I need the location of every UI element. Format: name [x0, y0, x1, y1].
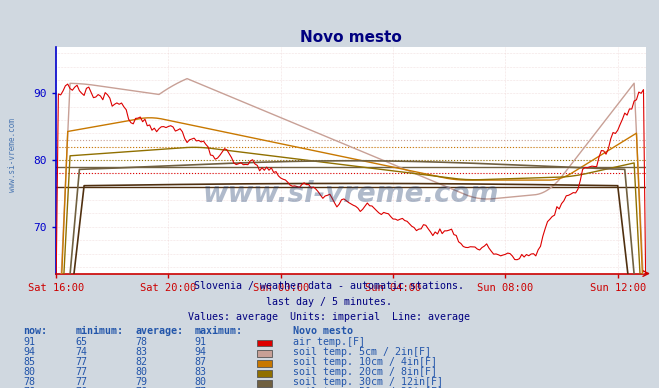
Text: maximum:: maximum: — [194, 326, 243, 336]
Text: 76: 76 — [135, 387, 147, 388]
Text: 80: 80 — [135, 367, 147, 377]
Text: 80: 80 — [23, 367, 35, 377]
Text: 83: 83 — [135, 346, 147, 357]
Text: soil temp. 50cm / 20in[F]: soil temp. 50cm / 20in[F] — [293, 387, 444, 388]
Text: 85: 85 — [23, 357, 35, 367]
Text: 83: 83 — [194, 367, 206, 377]
Text: 78: 78 — [135, 336, 147, 346]
Text: www.si-vreme.com: www.si-vreme.com — [8, 118, 17, 192]
Text: 94: 94 — [23, 346, 35, 357]
Text: 74: 74 — [76, 346, 88, 357]
Text: Novo mesto: Novo mesto — [293, 326, 353, 336]
Text: 91: 91 — [23, 336, 35, 346]
Text: minimum:: minimum: — [76, 326, 124, 336]
Title: Novo mesto: Novo mesto — [300, 30, 402, 45]
Text: 77: 77 — [76, 357, 88, 367]
Text: 76: 76 — [23, 387, 35, 388]
Text: 78: 78 — [23, 377, 35, 387]
Text: soil temp. 5cm / 2in[F]: soil temp. 5cm / 2in[F] — [293, 346, 431, 357]
Text: soil temp. 10cm / 4in[F]: soil temp. 10cm / 4in[F] — [293, 357, 438, 367]
Text: 77: 77 — [194, 387, 206, 388]
Text: 87: 87 — [194, 357, 206, 367]
Text: 94: 94 — [194, 346, 206, 357]
Text: Values: average  Units: imperial  Line: average: Values: average Units: imperial Line: av… — [188, 312, 471, 322]
Text: 77: 77 — [76, 377, 88, 387]
Text: 65: 65 — [76, 336, 88, 346]
Text: last day / 5 minutes.: last day / 5 minutes. — [266, 296, 393, 307]
Text: www.si-vreme.com: www.si-vreme.com — [203, 180, 499, 208]
Text: Slovenia / weather data - automatic stations.: Slovenia / weather data - automatic stat… — [194, 281, 465, 291]
Text: 82: 82 — [135, 357, 147, 367]
Text: average:: average: — [135, 326, 183, 336]
Text: 77: 77 — [76, 367, 88, 377]
Text: 79: 79 — [135, 377, 147, 387]
Text: soil temp. 30cm / 12in[F]: soil temp. 30cm / 12in[F] — [293, 377, 444, 387]
Text: soil temp. 20cm / 8in[F]: soil temp. 20cm / 8in[F] — [293, 367, 438, 377]
Text: 80: 80 — [194, 377, 206, 387]
Text: 91: 91 — [194, 336, 206, 346]
Text: air temp.[F]: air temp.[F] — [293, 336, 365, 346]
Text: 76: 76 — [76, 387, 88, 388]
Text: now:: now: — [23, 326, 47, 336]
